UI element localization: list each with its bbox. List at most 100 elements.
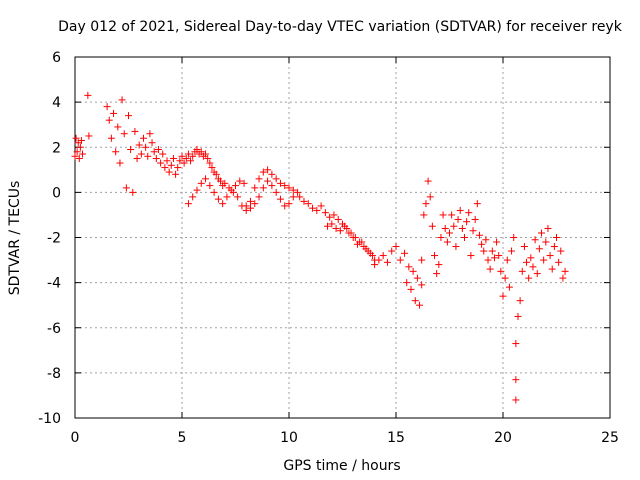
data-point xyxy=(144,152,152,160)
data-points xyxy=(71,91,569,404)
data-point xyxy=(334,215,342,223)
data-point xyxy=(409,267,417,275)
data-point xyxy=(503,256,511,264)
data-point xyxy=(107,134,115,142)
data-point xyxy=(486,265,494,273)
data-point xyxy=(478,240,486,248)
data-point xyxy=(332,224,340,232)
data-point xyxy=(416,301,424,309)
data-point xyxy=(161,164,169,172)
data-point xyxy=(426,193,434,201)
data-point xyxy=(276,179,284,187)
data-point xyxy=(225,184,233,192)
data-point xyxy=(401,249,409,257)
data-point xyxy=(396,256,404,264)
data-point xyxy=(433,270,441,278)
data-point xyxy=(499,292,507,300)
data-point xyxy=(555,258,563,266)
data-point xyxy=(520,243,528,251)
data-point xyxy=(152,155,160,163)
data-point xyxy=(518,267,526,275)
data-point xyxy=(349,234,357,241)
data-point xyxy=(304,200,312,208)
data-point xyxy=(413,274,421,282)
data-point xyxy=(242,202,250,210)
data-point xyxy=(296,193,304,201)
data-point xyxy=(418,281,426,289)
data-point xyxy=(259,184,267,192)
data-point xyxy=(407,285,415,293)
data-point xyxy=(452,243,460,251)
data-point xyxy=(383,258,391,266)
data-point xyxy=(142,143,150,151)
data-point xyxy=(125,112,132,120)
data-point xyxy=(180,159,188,167)
y-tick-label: -2 xyxy=(47,231,61,247)
data-point xyxy=(473,200,481,208)
data-point xyxy=(289,186,297,194)
y-tick-label: -8 xyxy=(47,366,61,382)
data-point xyxy=(268,170,276,178)
data-point xyxy=(437,234,445,241)
data-point xyxy=(163,157,171,165)
data-point xyxy=(184,200,192,208)
data-point xyxy=(259,168,267,176)
data-point xyxy=(446,229,453,237)
data-point xyxy=(118,96,126,104)
data-point xyxy=(127,146,135,154)
data-point xyxy=(460,234,468,241)
y-tick-label: 4 xyxy=(52,95,61,111)
data-point xyxy=(375,256,383,264)
data-point xyxy=(317,202,325,210)
data-point xyxy=(184,150,192,158)
y-tick-label: 6 xyxy=(52,50,61,66)
data-point xyxy=(105,116,113,124)
y-tick-label: -10 xyxy=(38,411,61,427)
data-point xyxy=(531,236,539,244)
data-point xyxy=(193,186,201,194)
data-point xyxy=(217,177,225,185)
data-point xyxy=(246,197,254,205)
x-tick-label: 10 xyxy=(280,430,298,446)
data-point xyxy=(229,188,237,196)
data-point xyxy=(223,193,231,201)
data-point xyxy=(454,215,462,223)
data-point xyxy=(167,161,175,169)
data-point xyxy=(187,157,195,165)
data-point xyxy=(330,211,338,219)
data-point xyxy=(439,211,447,219)
data-point xyxy=(236,177,244,185)
data-point xyxy=(72,134,80,142)
data-point xyxy=(516,297,524,305)
data-point xyxy=(512,396,520,404)
data-point xyxy=(392,243,400,251)
data-point xyxy=(157,159,165,167)
data-point xyxy=(182,155,190,163)
data-point xyxy=(112,148,120,156)
data-point xyxy=(448,211,456,219)
data-point xyxy=(208,164,216,172)
data-point xyxy=(268,182,276,190)
data-point xyxy=(388,247,396,255)
data-point xyxy=(116,159,124,167)
data-point xyxy=(172,170,180,178)
y-tick-label: 2 xyxy=(52,140,61,156)
data-point xyxy=(559,274,567,282)
data-point xyxy=(73,148,81,156)
data-point xyxy=(362,245,370,253)
data-point xyxy=(505,283,513,291)
data-point xyxy=(234,193,242,201)
data-point xyxy=(240,179,248,187)
data-point xyxy=(328,220,336,228)
data-point xyxy=(512,340,520,348)
data-point xyxy=(148,139,156,147)
data-point xyxy=(561,267,569,275)
data-point xyxy=(431,252,439,260)
data-point xyxy=(294,188,302,196)
data-point xyxy=(538,229,546,237)
data-point xyxy=(131,127,139,135)
data-point xyxy=(129,188,137,196)
data-point xyxy=(371,261,379,269)
y-tick-label: -4 xyxy=(47,276,61,292)
data-point xyxy=(255,175,263,183)
